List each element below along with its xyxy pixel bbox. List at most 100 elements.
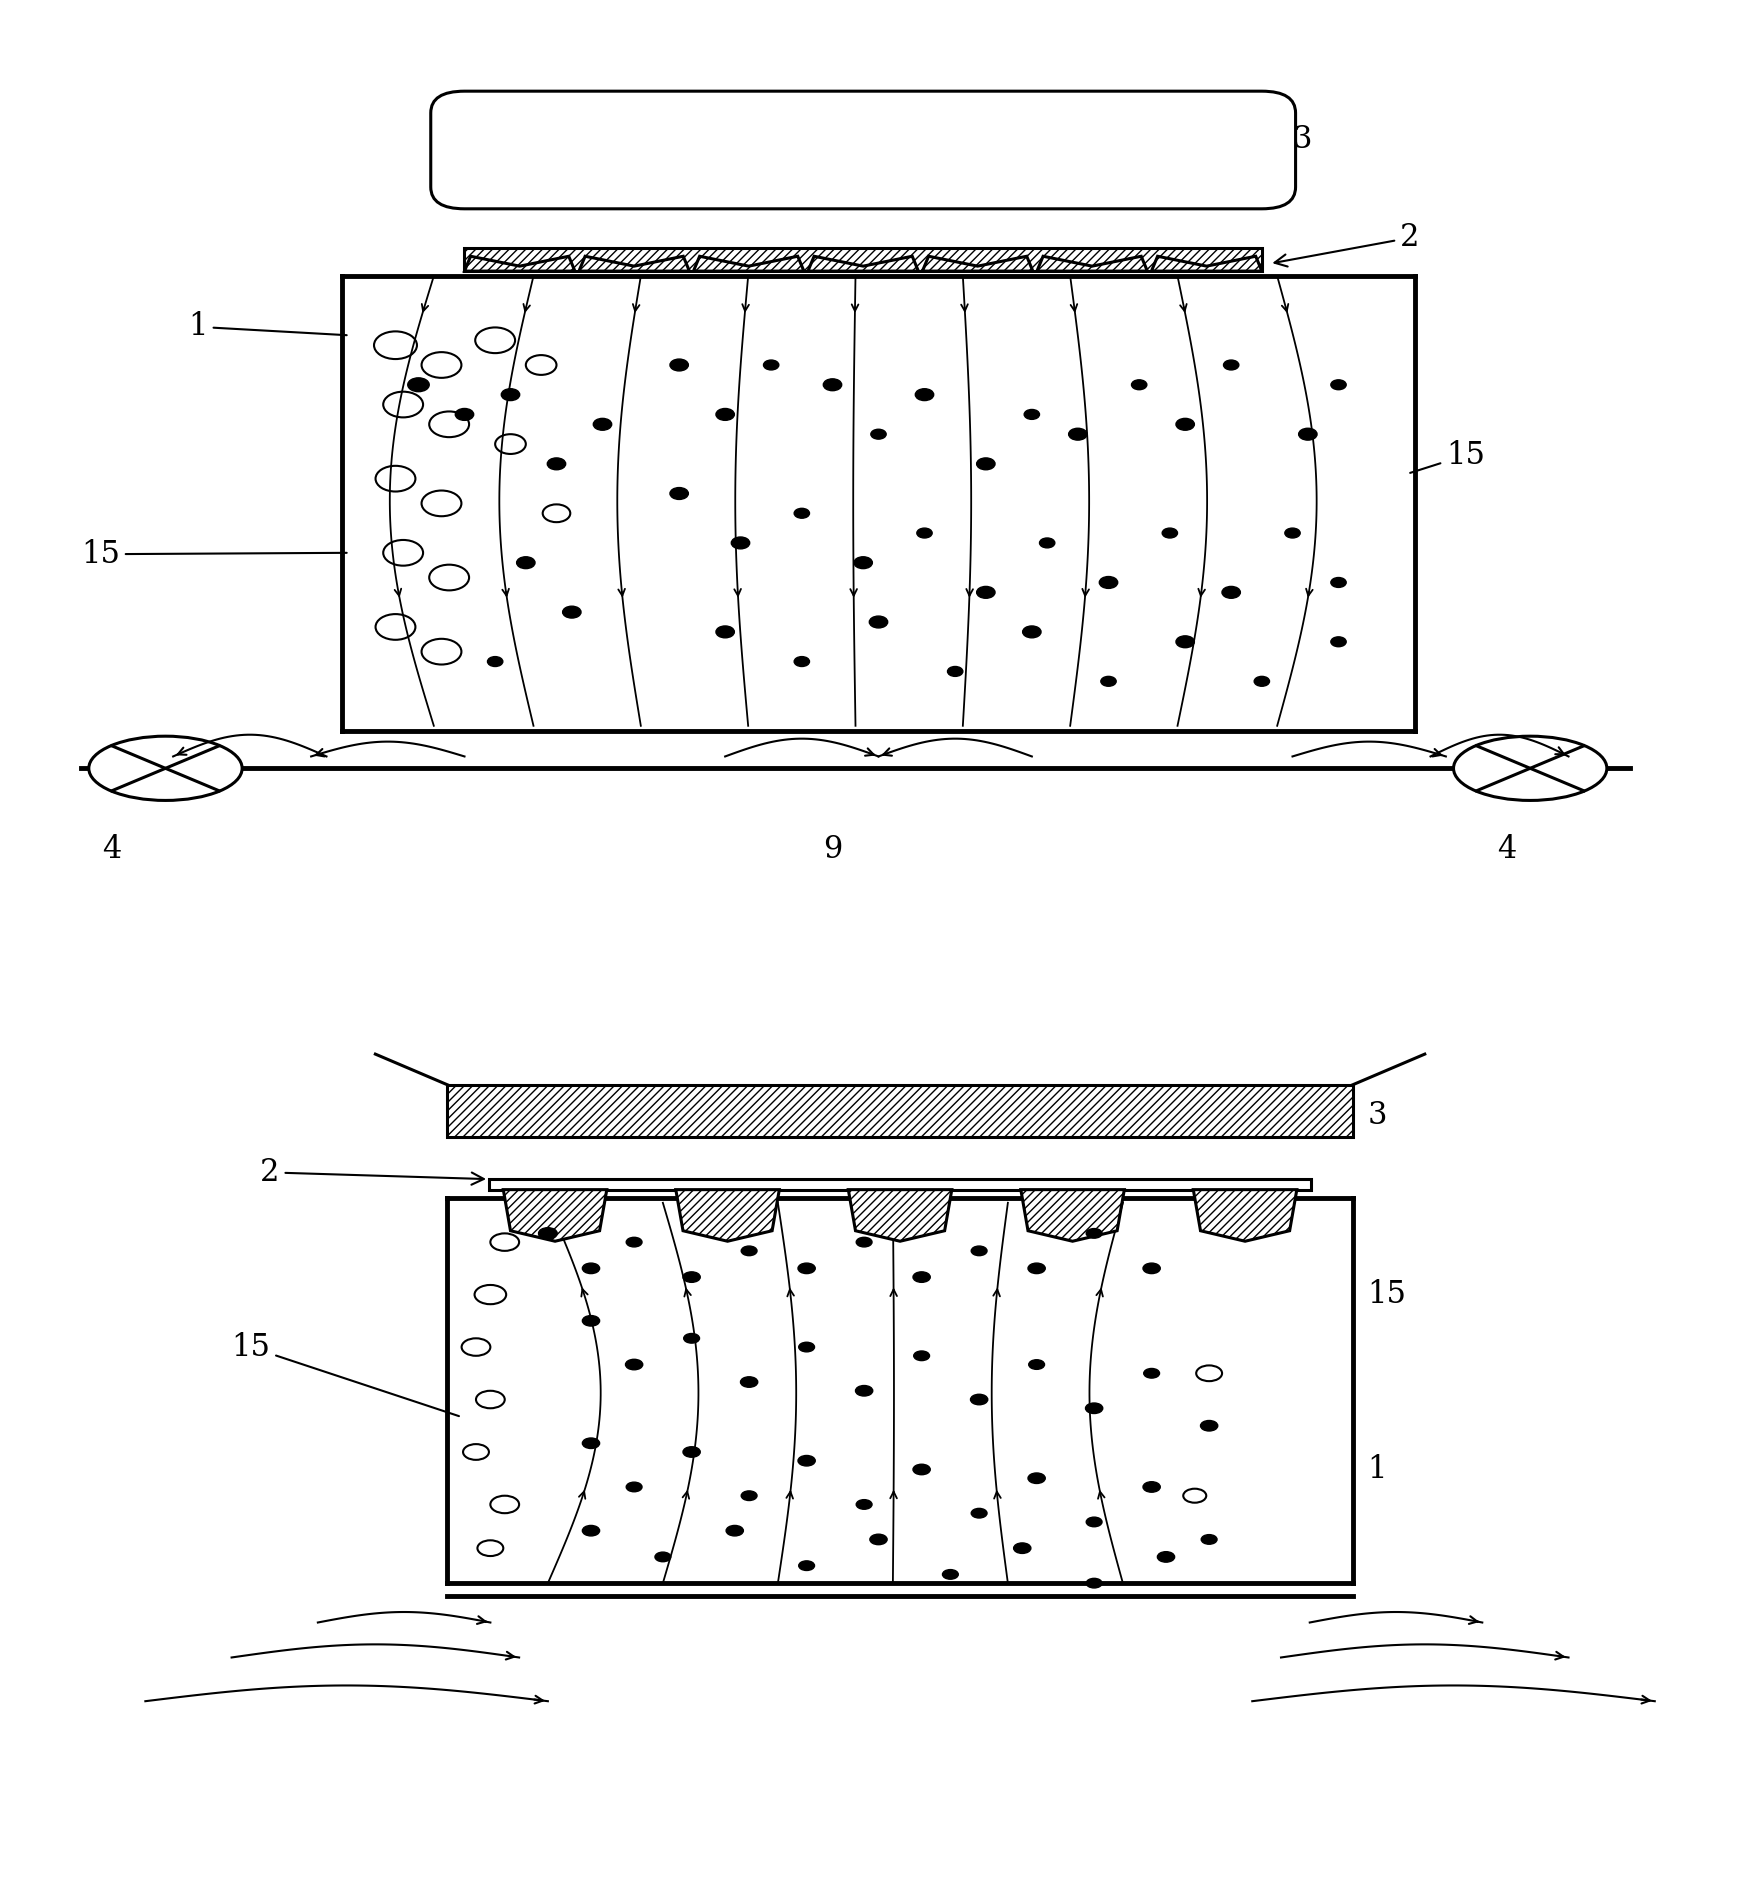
- Circle shape: [914, 1272, 929, 1283]
- Circle shape: [731, 536, 750, 549]
- Circle shape: [915, 388, 933, 401]
- Text: 4: 4: [1497, 835, 1516, 865]
- Text: 2: 2: [260, 1158, 483, 1188]
- Bar: [448, 1198, 1353, 1584]
- Circle shape: [683, 1272, 701, 1283]
- Circle shape: [856, 1500, 871, 1509]
- Circle shape: [1330, 578, 1346, 587]
- Polygon shape: [1151, 257, 1262, 272]
- Circle shape: [669, 487, 689, 500]
- Circle shape: [870, 1534, 887, 1546]
- Bar: [343, 276, 1414, 730]
- Circle shape: [1161, 528, 1177, 538]
- Circle shape: [501, 388, 520, 401]
- Circle shape: [1144, 1262, 1160, 1274]
- Circle shape: [1221, 586, 1240, 599]
- Circle shape: [917, 528, 933, 538]
- Text: 9: 9: [822, 835, 842, 865]
- Circle shape: [799, 1561, 815, 1570]
- Circle shape: [1158, 1551, 1175, 1563]
- Bar: [488, 1179, 1311, 1190]
- Circle shape: [1132, 380, 1147, 390]
- Circle shape: [683, 1447, 701, 1458]
- Circle shape: [562, 606, 582, 618]
- Polygon shape: [922, 257, 1033, 272]
- Circle shape: [582, 1262, 599, 1274]
- Circle shape: [947, 667, 963, 677]
- Polygon shape: [694, 257, 805, 272]
- Circle shape: [972, 1507, 987, 1519]
- Circle shape: [625, 1238, 641, 1247]
- Circle shape: [487, 656, 503, 667]
- Circle shape: [914, 1352, 929, 1361]
- Circle shape: [799, 1342, 815, 1352]
- Circle shape: [977, 586, 994, 599]
- Circle shape: [1144, 1481, 1160, 1492]
- Text: 1: 1: [188, 312, 346, 342]
- Circle shape: [856, 1238, 871, 1247]
- Circle shape: [942, 1570, 958, 1580]
- Circle shape: [854, 557, 873, 568]
- Text: 15: 15: [1411, 439, 1485, 473]
- Circle shape: [1102, 677, 1116, 686]
- Circle shape: [1330, 380, 1346, 390]
- Circle shape: [517, 557, 536, 568]
- Circle shape: [871, 430, 886, 439]
- Text: 1: 1: [1367, 1454, 1386, 1485]
- Circle shape: [1086, 1517, 1102, 1527]
- Circle shape: [1028, 1473, 1045, 1483]
- Circle shape: [1223, 359, 1239, 371]
- Text: 4: 4: [102, 835, 121, 865]
- Circle shape: [1284, 528, 1300, 538]
- Polygon shape: [849, 1190, 952, 1241]
- FancyBboxPatch shape: [430, 91, 1295, 209]
- Circle shape: [1330, 637, 1346, 646]
- Circle shape: [1023, 625, 1042, 639]
- Circle shape: [741, 1245, 757, 1257]
- Circle shape: [914, 1464, 929, 1475]
- Circle shape: [594, 418, 611, 430]
- Circle shape: [1200, 1420, 1218, 1431]
- Circle shape: [1202, 1534, 1218, 1544]
- Circle shape: [824, 378, 842, 392]
- Circle shape: [715, 625, 734, 639]
- Ellipse shape: [90, 736, 242, 800]
- Text: 15: 15: [81, 538, 346, 570]
- Circle shape: [546, 458, 566, 470]
- Circle shape: [1144, 1369, 1160, 1378]
- Circle shape: [455, 409, 474, 420]
- Circle shape: [794, 656, 810, 667]
- Circle shape: [1086, 1578, 1102, 1587]
- Bar: [448, 1085, 1353, 1137]
- Circle shape: [764, 359, 778, 371]
- Circle shape: [1254, 677, 1270, 686]
- Circle shape: [1028, 1262, 1045, 1274]
- Text: 15: 15: [1367, 1279, 1406, 1310]
- Circle shape: [1014, 1544, 1031, 1553]
- Text: 3: 3: [1367, 1101, 1386, 1131]
- Circle shape: [669, 359, 689, 371]
- Circle shape: [715, 409, 734, 420]
- Polygon shape: [503, 1190, 606, 1241]
- Polygon shape: [580, 257, 689, 272]
- Circle shape: [1100, 576, 1117, 589]
- Circle shape: [972, 1245, 987, 1257]
- Circle shape: [1068, 428, 1088, 441]
- Polygon shape: [464, 257, 575, 272]
- Circle shape: [1175, 418, 1195, 430]
- Circle shape: [1030, 1359, 1045, 1369]
- Polygon shape: [1021, 1190, 1124, 1241]
- Circle shape: [977, 458, 994, 470]
- Circle shape: [582, 1525, 599, 1536]
- Bar: [464, 249, 1262, 272]
- Circle shape: [683, 1333, 699, 1344]
- Circle shape: [1086, 1228, 1102, 1238]
- Circle shape: [582, 1437, 599, 1449]
- Circle shape: [856, 1386, 873, 1395]
- Polygon shape: [1193, 1190, 1297, 1241]
- Circle shape: [1086, 1403, 1103, 1414]
- Circle shape: [1024, 409, 1040, 420]
- Circle shape: [1298, 428, 1318, 441]
- Text: 2: 2: [1274, 222, 1420, 266]
- Circle shape: [408, 378, 429, 392]
